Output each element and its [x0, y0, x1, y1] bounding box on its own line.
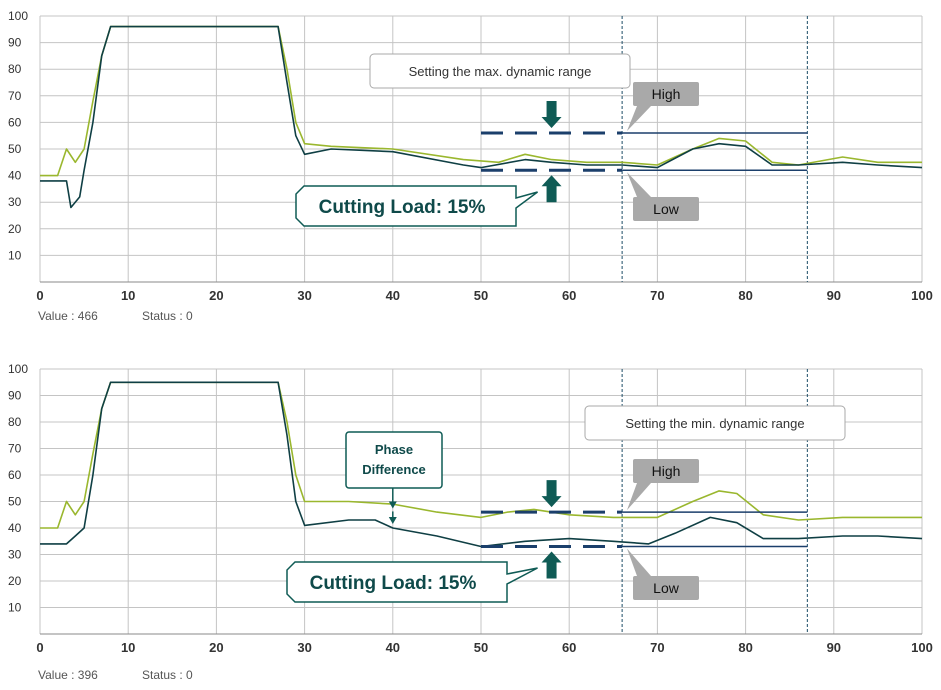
y-tick-label: 30: [8, 195, 22, 209]
x-tick-label: 50: [474, 640, 488, 655]
x-tick-label: 0: [36, 288, 43, 303]
x-tick-label: 40: [386, 640, 400, 655]
x-tick-label: 100: [911, 640, 933, 655]
y-tick-label: 20: [8, 574, 22, 588]
phase-difference-callout: [345, 431, 443, 489]
low-label-box: [633, 576, 699, 600]
series-line-2: [40, 381, 923, 548]
phase-label-line1: Phase: [375, 442, 413, 457]
y-tick-label: 90: [8, 389, 22, 403]
low-label-box: [633, 197, 699, 221]
x-tick-label: 70: [650, 640, 664, 655]
x-tick-label: 60: [562, 640, 576, 655]
cutting-load-text: Cutting Load: 15%: [319, 197, 486, 218]
chart-panel-1: 10 20 30 40 50 60 70 80 90 100 0 10 20 30 40 50 60 70 80 90…: [8, 9, 933, 323]
high-label-pointer: [627, 483, 651, 511]
y-tick-label: 50: [8, 495, 22, 509]
setting-callout-text: Setting the max. dynamic range: [409, 64, 592, 79]
x-tick-label: 10: [121, 640, 135, 655]
cutting-load-callout: [286, 561, 538, 603]
x-tick-label: 50: [474, 288, 488, 303]
cutting-load-text: Cutting Load: 15%: [310, 573, 477, 594]
y-tick-label: 10: [8, 248, 22, 262]
down-arrow-icon: [541, 101, 562, 129]
down-arrow-icon: [541, 480, 562, 508]
phase-label-line2: Difference: [362, 462, 426, 477]
y-tick-label: 70: [8, 89, 22, 103]
high-label: High: [652, 463, 681, 479]
value-readout: Value : 396: [38, 668, 98, 682]
y-tick-label: 20: [8, 222, 22, 236]
low-label-pointer: [627, 548, 651, 576]
x-tick-label: 30: [297, 640, 311, 655]
x-tick-label: 70: [650, 288, 664, 303]
y-tick-label: 90: [8, 36, 22, 50]
series-line-1: [40, 381, 922, 529]
y-tick-label: 60: [8, 115, 22, 129]
high-label-box: [633, 459, 699, 483]
up-arrow-icon: [541, 551, 562, 579]
y-tick-label: 100: [8, 9, 28, 23]
x-tick-label: 60: [562, 288, 576, 303]
y-tick-label: 50: [8, 142, 22, 156]
status-readout: Status : 0: [142, 309, 193, 323]
setting-callout: [584, 405, 846, 441]
y-tick-label: 80: [8, 415, 22, 429]
low-label-pointer: [627, 172, 651, 197]
x-tick-label: 80: [738, 288, 752, 303]
up-arrow-icon: [541, 175, 562, 203]
series-line-1: [40, 25, 922, 177]
low-label: Low: [653, 201, 680, 217]
phase-arrow-lower-icon: [388, 517, 397, 525]
cutting-load-callout: [295, 185, 539, 227]
high-label-box: [633, 82, 699, 106]
x-tick-label: 100: [911, 288, 933, 303]
x-tick-label: 40: [386, 288, 400, 303]
phase-arrow-icon: [388, 501, 397, 509]
high-label-pointer: [627, 106, 651, 132]
x-tick-label: 20: [209, 640, 223, 655]
x-tick-label: 10: [121, 288, 135, 303]
x-tick-label: 20: [209, 288, 223, 303]
value-readout: Value : 466: [38, 309, 98, 323]
y-tick-label: 100: [8, 362, 28, 376]
x-tick-label: 90: [827, 640, 841, 655]
y-tick-label: 80: [8, 62, 22, 76]
setting-callout: [369, 53, 631, 89]
x-tick-label: 90: [827, 288, 841, 303]
series-line-2: [40, 25, 923, 209]
high-label: High: [652, 86, 681, 102]
low-label: Low: [653, 580, 680, 596]
status-readout: Status : 0: [142, 668, 193, 682]
y-tick-label: 40: [8, 521, 22, 535]
x-tick-label: 80: [738, 640, 752, 655]
y-tick-label: 60: [8, 468, 22, 482]
chart-panel-2: 10 20 30 40 50 60 70 80 90 100 0 10 20 30 40 50 60 70 80 90…: [8, 362, 933, 682]
setting-callout-text: Setting the min. dynamic range: [625, 416, 804, 431]
y-tick-label: 30: [8, 548, 22, 562]
y-tick-label: 40: [8, 169, 22, 183]
x-tick-label: 0: [36, 640, 43, 655]
x-tick-label: 30: [297, 288, 311, 303]
y-tick-label: 70: [8, 442, 22, 456]
y-tick-label: 10: [8, 601, 22, 615]
